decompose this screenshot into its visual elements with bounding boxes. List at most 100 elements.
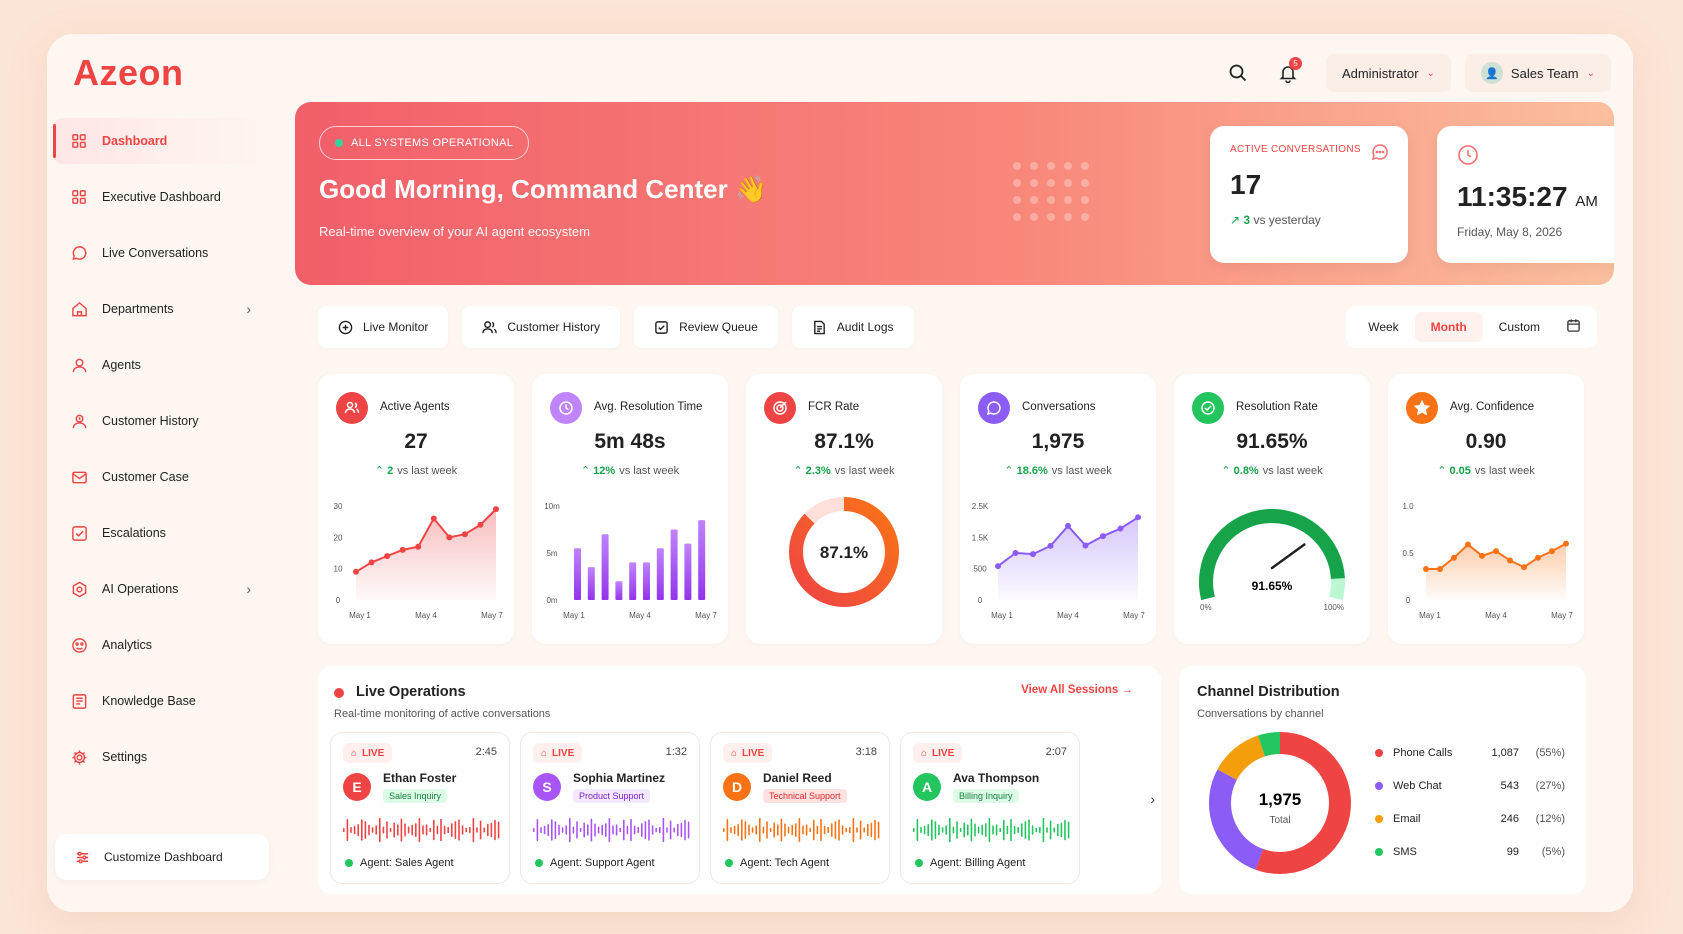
tab-review-queue[interactable]: Review Queue bbox=[634, 306, 778, 348]
sidebar-item-departments[interactable]: Departments › bbox=[53, 286, 263, 332]
series-line bbox=[355, 508, 497, 573]
legend-swatch bbox=[1375, 847, 1383, 856]
tab-live-monitor[interactable]: Live Monitor bbox=[318, 306, 449, 348]
wave-bar bbox=[974, 823, 976, 837]
kpi-card-avg-confidence[interactable]: Avg. Confidence 0.90 ⌃ 0.05 vs last week 1.0… bbox=[1388, 374, 1584, 644]
customize-dashboard-button[interactable]: Customize Dashboard bbox=[55, 834, 269, 880]
sidebar-item-escalations[interactable]: Escalations bbox=[53, 510, 263, 556]
wave-bar bbox=[977, 826, 980, 834]
team-select[interactable]: 👤 Sales Team ⌄ bbox=[1464, 54, 1611, 92]
wave-bar bbox=[877, 821, 880, 839]
wave-bar bbox=[494, 819, 496, 841]
wave-bar bbox=[945, 825, 947, 835]
sidebar-item-knowledge-base[interactable]: Knowledge Base bbox=[53, 678, 263, 724]
kpi-card-conversations[interactable]: Conversations 1,975 ⌃ 18.6% vs last week 2.5… bbox=[960, 374, 1156, 644]
live-session-card[interactable]: ⌂ LIVE 2:07 A Ava Thompson Billing Inquiry Age… bbox=[900, 732, 1080, 884]
wave-bar bbox=[941, 827, 944, 833]
wave-bar bbox=[827, 826, 829, 834]
wave-bar bbox=[422, 825, 424, 835]
wave-bar bbox=[1013, 825, 1016, 835]
assigned-agent: Agent: Sales Agent bbox=[345, 857, 454, 869]
legend-count: 1,087 bbox=[1491, 746, 1519, 759]
wave-bar bbox=[988, 817, 991, 843]
wave-bar bbox=[677, 823, 679, 837]
kpi-name: Avg. Confidence bbox=[1450, 401, 1535, 413]
kpi-card-active-agents[interactable]: Active Agents 27 ⌃ 2 vs last week 30 20 10 0 May… bbox=[318, 374, 514, 644]
wave-bar bbox=[594, 823, 596, 837]
sidebar-item-executive-dashboard[interactable]: Executive Dashboard bbox=[53, 174, 263, 220]
x-tick-label: May 4 bbox=[1485, 611, 1507, 620]
view-all-sessions-link[interactable]: View All Sessions → bbox=[1021, 684, 1133, 696]
sidebar-item-analytics[interactable]: Analytics bbox=[53, 622, 263, 668]
wave-bar bbox=[1057, 823, 1059, 837]
legend-count: 246 bbox=[1500, 812, 1519, 825]
sidebar-item-agents[interactable]: Agents bbox=[53, 342, 263, 388]
date-range-selector: Week Month Custom bbox=[1346, 306, 1597, 348]
department-badge: Billing Inquiry bbox=[953, 789, 1019, 803]
sidebar-item-dashboard[interactable]: Dashboard bbox=[53, 118, 263, 164]
y-tick-label: 2.5K bbox=[972, 502, 989, 511]
gauge-needle bbox=[1270, 543, 1306, 570]
kpi-chart-active-agents: 30 20 10 0 May 1 May 4 May 7 bbox=[334, 502, 504, 620]
tab-customer-history[interactable]: Customer History bbox=[462, 306, 621, 348]
carousel-next-button[interactable]: › bbox=[1150, 791, 1155, 807]
document-icon bbox=[813, 320, 825, 334]
kpi-value: 87.1% bbox=[814, 430, 874, 453]
active-conversations-card[interactable]: ACTIVE CONVERSATIONS 17 ↗ 3 vs yesterday bbox=[1210, 126, 1408, 263]
sidebar-item-label: Executive Dashboard bbox=[102, 190, 221, 204]
legend-swatch bbox=[1375, 814, 1383, 823]
calendar-button[interactable] bbox=[1556, 310, 1591, 344]
brand-logo[interactable]: Azeon bbox=[73, 52, 184, 93]
wave-bar bbox=[608, 817, 611, 843]
fcr-rate-icon bbox=[773, 401, 787, 415]
bar bbox=[684, 543, 692, 600]
legend-label: Email bbox=[1393, 812, 1421, 825]
clock-icon bbox=[1458, 145, 1478, 165]
wave-bar bbox=[644, 821, 647, 839]
donut-total-value: 1,975 bbox=[1259, 790, 1302, 809]
notifications-button[interactable]: 5 bbox=[1270, 55, 1306, 91]
live-session-card[interactable]: ⌂ LIVE 3:18 D Daniel Reed Technical Support Ag… bbox=[710, 732, 890, 884]
live-session-card[interactable]: ⌂ LIVE 1:32 S Sophia Martinez Product Support… bbox=[520, 732, 700, 884]
legend-percent: (27%) bbox=[1535, 779, 1565, 792]
kpi-card-avg-resolution-time[interactable]: Avg. Resolution Time 5m 48s ⌃ 12% vs last w… bbox=[532, 374, 728, 644]
legend-label: Web Chat bbox=[1393, 779, 1442, 792]
sidebar-item-settings[interactable]: Settings bbox=[53, 734, 263, 780]
wave-bar bbox=[415, 823, 417, 837]
range-month[interactable]: Month bbox=[1414, 312, 1483, 342]
sidebar-item-customer-history[interactable]: Customer History bbox=[53, 398, 263, 444]
legend-label: SMS bbox=[1393, 845, 1417, 858]
sidebar-item-ai-operations[interactable]: AI Operations › bbox=[53, 566, 263, 612]
y-tick-label: 0m bbox=[546, 596, 557, 605]
sidebar-item-label: Settings bbox=[102, 750, 148, 764]
data-point bbox=[477, 521, 484, 528]
clock-ampm: AM bbox=[1575, 193, 1598, 210]
live-session-card[interactable]: ⌂ LIVE 2:45 E Ethan Foster Sales Inquiry Agent… bbox=[330, 732, 510, 884]
kpi-card-fcr-rate[interactable]: FCR Rate 87.1% ⌃ 2.3% vs last week 87.1% bbox=[746, 374, 942, 644]
kpi-card-resolution-rate[interactable]: Resolution Rate 91.65% ⌃ 0.8% vs last week 9… bbox=[1174, 374, 1370, 644]
range-week[interactable]: Week bbox=[1368, 320, 1399, 334]
wave-emoji: 👋 bbox=[735, 174, 768, 204]
online-dot bbox=[725, 859, 733, 867]
avg-resolution-time-icon bbox=[559, 401, 573, 415]
search-button[interactable] bbox=[1220, 55, 1256, 91]
audio-waveform bbox=[913, 817, 1070, 843]
user-history-icon bbox=[72, 414, 87, 428]
wave-bar bbox=[949, 817, 951, 843]
donut-value-arc bbox=[789, 497, 899, 607]
data-point bbox=[1451, 554, 1457, 561]
sidebar-item-live-conversations[interactable]: Live Conversations bbox=[53, 230, 263, 276]
sidebar-item-label: Live Conversations bbox=[102, 246, 209, 260]
bar bbox=[615, 581, 623, 600]
role-select[interactable]: Administrator ⌄ bbox=[1325, 54, 1451, 92]
system-status-text: ALL SYSTEMS OPERATIONAL bbox=[351, 137, 514, 149]
legend-row: SMS 99 (5%) bbox=[1375, 835, 1565, 868]
wave-bar bbox=[543, 825, 546, 835]
x-tick-label: May 1 bbox=[991, 611, 1013, 620]
sidebar-item-customer-case[interactable]: Customer Case bbox=[53, 454, 263, 500]
users-icon bbox=[482, 320, 498, 333]
wave-bar bbox=[576, 821, 578, 839]
range-custom[interactable]: Custom bbox=[1498, 320, 1540, 334]
tab-audit-logs[interactable]: Audit Logs bbox=[791, 306, 914, 348]
wave-bar bbox=[353, 825, 356, 835]
